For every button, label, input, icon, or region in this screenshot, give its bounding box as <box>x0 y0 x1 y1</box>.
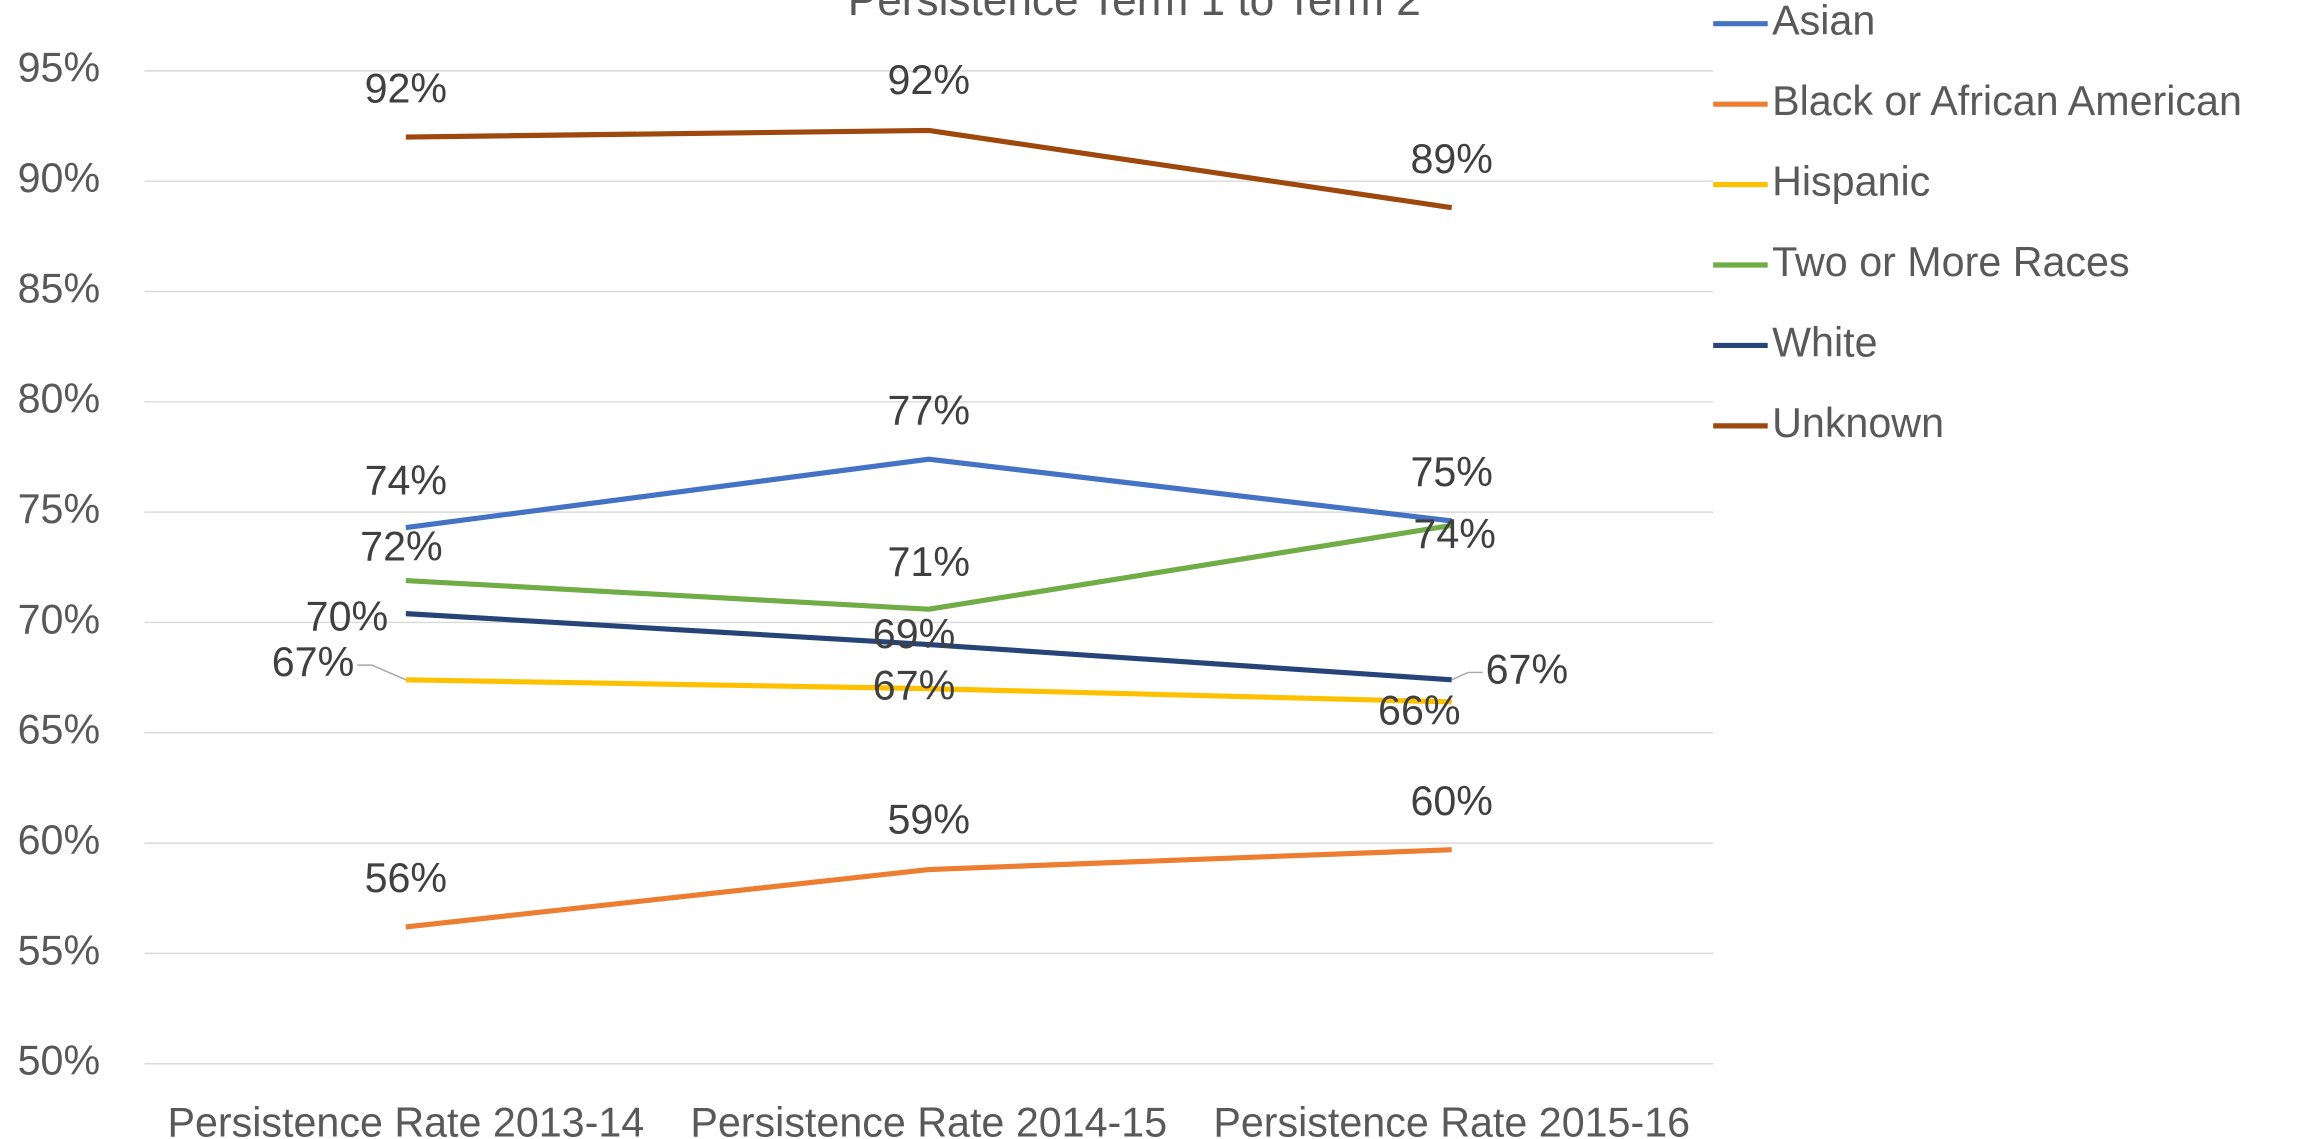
x-tick-label: Persistence Rate 2015-16 <box>1213 1099 1690 1139</box>
data-label: 72% <box>360 523 443 569</box>
y-tick-label: 65% <box>18 707 101 753</box>
y-tick-label: 55% <box>18 927 101 973</box>
y-tick-label: 75% <box>18 486 101 532</box>
y-tick-label: 60% <box>18 817 101 863</box>
series-line <box>405 847 1452 930</box>
data-label: 66% <box>1378 688 1461 734</box>
legend-label: Unknown <box>1772 400 1944 446</box>
data-label: 67% <box>272 639 355 685</box>
data-label: 59% <box>888 796 971 842</box>
data-label: 69% <box>873 611 956 657</box>
data-label: 75% <box>1410 449 1493 495</box>
data-label: 67% <box>873 663 956 709</box>
data-label: 70% <box>306 593 389 639</box>
legend-label: Hispanic <box>1772 158 1930 204</box>
series-line <box>405 677 1452 705</box>
legend-label: White <box>1772 319 1877 365</box>
y-tick-label: 90% <box>18 155 101 201</box>
data-label: 60% <box>1410 778 1493 824</box>
leader-line <box>357 664 407 681</box>
y-tick-label: 85% <box>18 265 101 311</box>
series-line <box>405 611 1452 683</box>
data-label: 56% <box>365 855 448 901</box>
y-tick-label: 70% <box>18 596 101 642</box>
data-label: 74% <box>365 457 448 503</box>
series-line <box>405 456 1453 531</box>
legend-label: Asian <box>1772 0 1875 44</box>
data-label: 92% <box>888 57 971 103</box>
y-tick-label: 95% <box>18 45 101 91</box>
chart-title: Persistence Term 1 to Term 2 <box>848 0 1421 25</box>
y-tick-label: 50% <box>18 1038 101 1084</box>
y-tick-label: 80% <box>18 376 101 422</box>
data-label: 71% <box>888 539 971 585</box>
data-label: 92% <box>365 65 448 111</box>
legend-label: Black or African American <box>1772 78 2242 124</box>
series-line <box>405 522 1453 612</box>
data-label: 89% <box>1410 136 1493 182</box>
x-tick-label: Persistence Rate 2014-15 <box>690 1099 1167 1139</box>
legend-label: Two or More Races <box>1772 239 2129 285</box>
x-tick-label: Persistence Rate 2013-14 <box>167 1099 644 1139</box>
data-label: 74% <box>1413 511 1496 557</box>
data-label: 67% <box>1486 646 1569 692</box>
leader-line <box>1451 671 1483 681</box>
series-line <box>405 127 1453 211</box>
data-label: 77% <box>888 387 971 433</box>
